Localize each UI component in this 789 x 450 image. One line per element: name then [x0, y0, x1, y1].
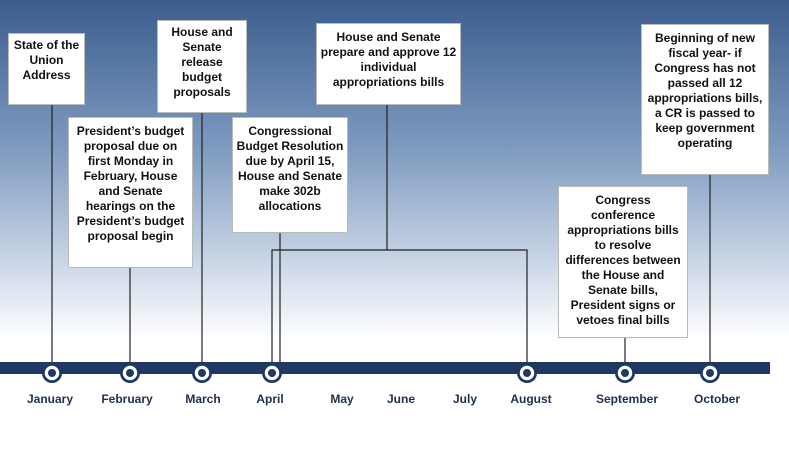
markers: [42, 363, 720, 383]
month-label: March: [185, 392, 221, 406]
marker: [268, 369, 276, 377]
timeline-bar: [0, 362, 770, 374]
marker: [126, 369, 134, 377]
month-label: October: [693, 392, 741, 406]
event-box: Congressional Budget Resolution due by A…: [232, 117, 348, 233]
month-label: June: [386, 392, 416, 406]
month-label: September: [595, 392, 659, 406]
event-box: Congress conference appropriations bills…: [558, 186, 688, 338]
connector: [271, 249, 528, 368]
marker: [48, 369, 56, 377]
month-label: January: [26, 392, 74, 406]
event-box: House and Senate release budget proposal…: [157, 20, 247, 113]
event-box: President’s budget proposal due on first…: [68, 117, 193, 268]
event-box: House and Senate prepare and approve 12 …: [316, 23, 461, 105]
event-box: Beginning of new fiscal year- if Congres…: [641, 24, 769, 175]
marker: [706, 369, 714, 377]
marker: [198, 369, 206, 377]
event-box: State of the Union Address: [8, 33, 85, 105]
month-label: February: [101, 392, 153, 406]
month-label: July: [452, 392, 478, 406]
marker: [523, 369, 531, 377]
month-label: May: [330, 392, 354, 406]
marker: [621, 369, 629, 377]
month-label: April: [256, 392, 284, 406]
month-label: August: [510, 392, 552, 406]
